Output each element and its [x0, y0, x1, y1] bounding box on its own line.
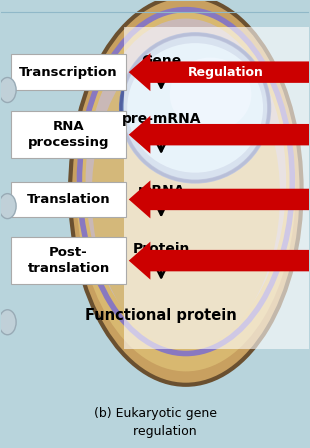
- Ellipse shape: [92, 41, 280, 349]
- FancyBboxPatch shape: [11, 182, 126, 217]
- Text: pre-mRNA: pre-mRNA: [122, 112, 201, 126]
- Ellipse shape: [127, 43, 263, 172]
- Text: Translation: Translation: [27, 193, 110, 206]
- Circle shape: [0, 78, 16, 103]
- Ellipse shape: [86, 18, 286, 345]
- FancyArrow shape: [129, 241, 310, 280]
- Ellipse shape: [170, 58, 251, 131]
- FancyBboxPatch shape: [11, 237, 126, 284]
- FancyArrow shape: [129, 116, 310, 154]
- Text: Regulation: Regulation: [188, 66, 264, 79]
- Text: Transcription: Transcription: [19, 66, 118, 79]
- FancyBboxPatch shape: [11, 54, 126, 90]
- Text: (b) Eukaryotic gene
     regulation: (b) Eukaryotic gene regulation: [94, 407, 216, 438]
- Text: RNA
processing: RNA processing: [28, 121, 109, 149]
- Text: Gene: Gene: [141, 54, 181, 68]
- Circle shape: [0, 194, 16, 219]
- Text: Post-
translation: Post- translation: [28, 246, 110, 275]
- Ellipse shape: [76, 9, 295, 371]
- FancyArrow shape: [129, 181, 310, 219]
- Text: Protein: Protein: [132, 241, 190, 255]
- Text: Functional protein: Functional protein: [85, 308, 237, 323]
- Circle shape: [0, 310, 16, 335]
- Ellipse shape: [70, 0, 302, 385]
- Text: mRNA: mRNA: [137, 184, 185, 198]
- FancyBboxPatch shape: [11, 111, 126, 158]
- FancyBboxPatch shape: [124, 27, 310, 349]
- Ellipse shape: [121, 34, 269, 181]
- FancyArrow shape: [129, 53, 310, 91]
